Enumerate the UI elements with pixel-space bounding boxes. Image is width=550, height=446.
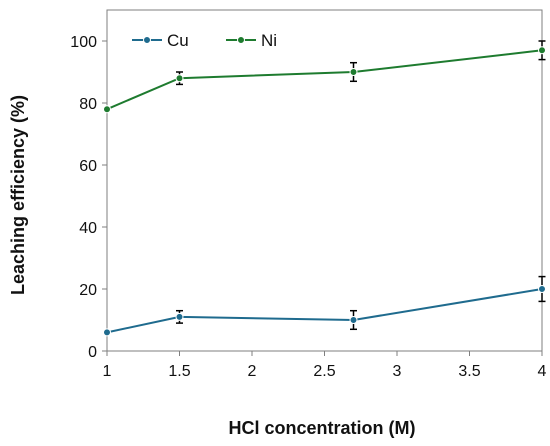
x-tick-label: 1: [103, 363, 112, 380]
y-tick-label: 60: [79, 158, 97, 175]
legend-label: Cu: [167, 31, 189, 50]
x-tick-label: 2: [248, 363, 257, 380]
data-point: [103, 328, 111, 337]
legend-item-ni: Ni: [226, 31, 277, 50]
x-axis-ticks: 1 1.5 2 2.5 3 3.5 4: [103, 351, 547, 380]
y-tick-label: 20: [79, 282, 97, 299]
y-axis-ticks: 0 20 40 60 80 100: [70, 34, 107, 361]
legend-swatch-marker: [237, 36, 245, 44]
data-point: [538, 285, 546, 293]
series-layer: [103, 40, 546, 337]
legend: Cu Ni: [132, 31, 277, 50]
x-axis-title: HCl concentration (M): [229, 418, 416, 438]
y-tick-label: 100: [70, 34, 97, 51]
legend-item-cu: Cu: [132, 31, 189, 50]
y-tick-label: 80: [79, 96, 97, 113]
series-cu: [103, 275, 546, 337]
data-point: [349, 316, 358, 324]
x-tick-label: 3: [393, 363, 402, 380]
data-point: [103, 105, 111, 114]
data-point: [175, 74, 184, 83]
data-point: [349, 68, 358, 76]
x-tick-label: 1.5: [168, 363, 190, 380]
x-tick-label: 2.5: [313, 363, 335, 380]
series-line: [106, 288, 543, 334]
data-point: [175, 312, 184, 321]
data-point: [538, 46, 546, 55]
y-axis-title: Leaching efficiency (%): [8, 95, 28, 295]
series-ni: [103, 40, 546, 114]
x-tick-label: 3.5: [458, 363, 480, 380]
y-tick-label: 40: [79, 220, 97, 237]
legend-label: Ni: [261, 31, 277, 50]
legend-swatch-marker: [143, 36, 151, 44]
x-tick-label: 4: [538, 363, 547, 380]
y-tick-label: 0: [88, 344, 97, 361]
series-line: [106, 49, 543, 111]
